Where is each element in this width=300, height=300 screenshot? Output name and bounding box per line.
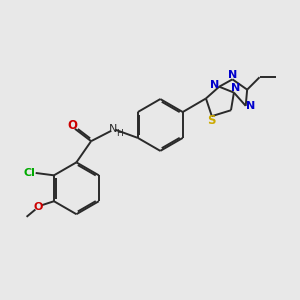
Text: Cl: Cl — [23, 168, 35, 178]
Text: N: N — [228, 70, 238, 80]
Text: O: O — [33, 202, 42, 212]
Text: H: H — [117, 129, 123, 138]
Text: N: N — [210, 80, 219, 90]
Text: N: N — [109, 124, 118, 134]
Text: N: N — [246, 101, 255, 111]
Text: O: O — [68, 119, 78, 132]
Text: S: S — [207, 114, 215, 127]
Text: N: N — [231, 83, 240, 93]
